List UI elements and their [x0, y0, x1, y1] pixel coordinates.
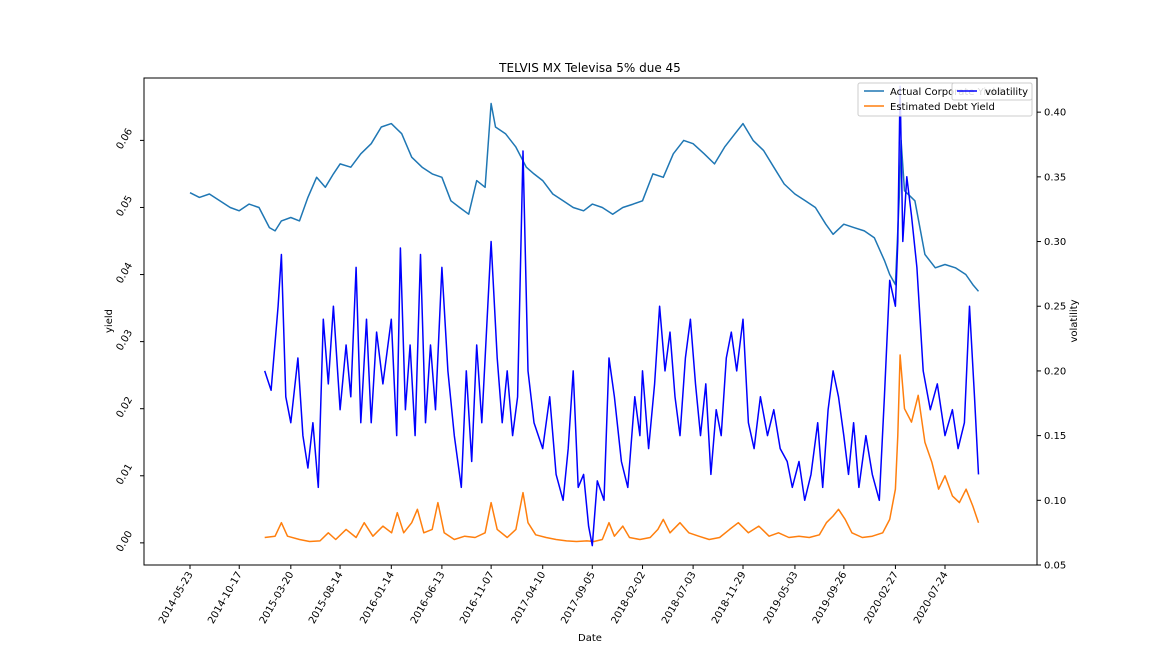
y-right-tick-label: 0.35 — [1044, 172, 1066, 183]
y-left-tick-label: 0.05 — [115, 194, 136, 219]
x-tick-label: 2016-06-13 — [409, 570, 448, 626]
x-tick-label: 2019-05-03 — [762, 570, 801, 626]
legend-label-actual: Actual Corporate Yield — [890, 87, 1001, 98]
x-tick-label: 2018-02-02 — [610, 570, 649, 626]
chart-title: TELVIS MX Televisa 5% due 45 — [498, 61, 681, 75]
x-tick-label: 2019-09-26 — [811, 570, 850, 626]
x-tick-label: 2016-01-14 — [358, 570, 397, 626]
x-tick-label: 2018-07-03 — [660, 570, 699, 626]
legend-right: volatility — [951, 82, 1033, 101]
y-left-tick-label: 0.00 — [115, 529, 136, 554]
x-tick-label: 2017-09-05 — [559, 570, 598, 626]
x-tick-label: 2017-04-10 — [510, 570, 549, 626]
y-right-tick-label: 0.20 — [1044, 366, 1066, 377]
x-tick-label: 2014-05-23 — [157, 570, 196, 626]
x-tick-label: 2016-11-07 — [458, 570, 497, 626]
x-tick-label: 2020-07-24 — [912, 570, 951, 626]
y-left-tick-label: 0.03 — [115, 328, 136, 353]
x-tick-label: 2018-11-29 — [710, 570, 749, 626]
x-tick-label: 2014-10-17 — [206, 570, 245, 626]
y-left-tick-label: 0.02 — [115, 395, 136, 420]
y-axis-left: 0.00 0.01 0.02 0.03 0.04 0.05 0.06 — [115, 127, 144, 554]
series-line-estimated-debt-yield — [264, 354, 980, 543]
legend-right-box — [951, 82, 1033, 101]
legend-label-volatility: volatility — [985, 87, 1028, 98]
x-axis-title: Date — [578, 633, 602, 644]
x-tick-label: 2015-08-14 — [307, 570, 346, 626]
series-line-actual-corporate-yield — [189, 102, 980, 292]
y-axis-right-title: volatility — [1069, 299, 1080, 342]
y-left-tick-label: 0.01 — [115, 462, 136, 487]
legend-label-estimated: Estimated Debt Yield — [890, 102, 995, 113]
y-right-tick-label: 0.30 — [1044, 237, 1066, 248]
y-right-tick-label: 0.25 — [1044, 302, 1066, 313]
series-layer — [189, 85, 980, 547]
y-left-tick-label: 0.04 — [115, 261, 136, 286]
y-left-tick-label: 0.06 — [115, 127, 136, 152]
y-axis-right: 0.05 0.10 0.15 0.20 0.25 0.30 0.35 0.40 — [1037, 108, 1066, 572]
x-tick-label: 2020-02-27 — [862, 570, 901, 626]
y-right-tick-label: 0.05 — [1044, 561, 1066, 572]
plot-frame — [143, 77, 1038, 566]
y-axis-left-title: yield — [104, 309, 115, 333]
x-axis: 2014-05-23 2014-10-17 2015-03-20 2015-08-14… — [157, 565, 951, 626]
series-line-volatility — [263, 85, 980, 547]
x-tick-label: 2015-03-20 — [258, 570, 297, 626]
y-right-tick-label: 0.40 — [1044, 108, 1066, 119]
y-right-tick-label: 0.15 — [1044, 431, 1066, 442]
y-right-tick-label: 0.10 — [1044, 496, 1066, 507]
